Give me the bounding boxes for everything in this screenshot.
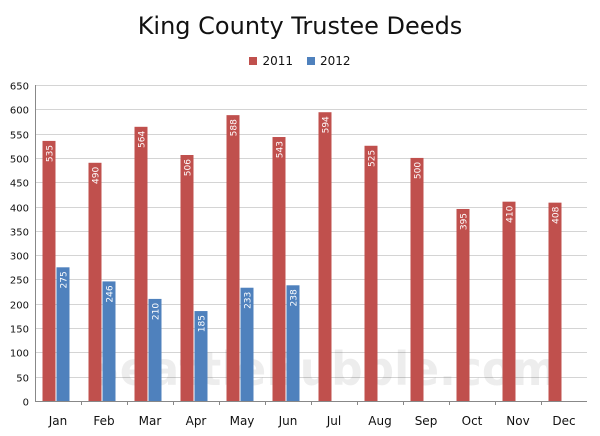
data-label: 238 — [290, 289, 300, 306]
y-tick-label: 400 — [10, 204, 29, 215]
x-tick-label: Aug — [368, 414, 391, 428]
y-tick-label: 250 — [10, 276, 29, 287]
data-label: 525 — [368, 150, 378, 167]
data-label: 185 — [198, 315, 208, 332]
x-tick-label: Jun — [278, 414, 298, 428]
data-label: 588 — [230, 119, 240, 136]
data-label: 275 — [60, 271, 70, 288]
y-tick-label: 450 — [10, 179, 29, 190]
y-tick-label: 0 — [23, 398, 29, 409]
y-tick-label: 50 — [16, 374, 29, 385]
bar-2011 — [88, 162, 102, 401]
legend-swatch-2012 — [307, 57, 315, 65]
data-label: 594 — [322, 116, 332, 133]
x-tick-label: Oct — [462, 414, 483, 428]
bar-2011 — [134, 126, 148, 401]
x-tick-label: Dec — [552, 414, 575, 428]
bar-2012 — [102, 281, 116, 401]
x-tick-label: Sep — [415, 414, 438, 428]
y-tick-label: 350 — [10, 228, 29, 239]
y-tick-label: 600 — [10, 106, 29, 117]
data-label: 506 — [184, 159, 194, 176]
bar-2011 — [272, 137, 286, 401]
data-label: 490 — [92, 167, 102, 184]
bar-2011 — [226, 115, 240, 401]
bar-2011 — [318, 112, 332, 402]
data-label: 210 — [152, 303, 162, 320]
bar-2012 — [194, 311, 208, 401]
bar-2011 — [42, 140, 56, 401]
legend-swatch-2011 — [249, 57, 258, 65]
data-label: 233 — [244, 292, 254, 309]
chart-title: King County Trustee Deeds — [137, 12, 463, 40]
data-label: 246 — [106, 285, 116, 302]
bar-2011 — [456, 208, 470, 401]
data-label: 395 — [460, 213, 470, 230]
y-tick-label: 100 — [10, 349, 29, 360]
bar-2012 — [56, 267, 70, 401]
data-label: 535 — [46, 145, 56, 162]
data-label: 408 — [552, 206, 562, 223]
x-tick-label: May — [230, 414, 255, 428]
bar-2012 — [240, 287, 254, 401]
y-tick-label: 500 — [10, 155, 29, 166]
bar-2011 — [180, 155, 194, 401]
bar-2011 — [548, 202, 562, 401]
bar-2011 — [410, 157, 424, 401]
y-tick-label: 200 — [10, 301, 29, 312]
y-tick-label: 300 — [10, 252, 29, 263]
data-label: 410 — [506, 205, 516, 222]
x-tick-label: Apr — [186, 414, 207, 428]
bar-2012 — [286, 285, 300, 401]
bar-2011 — [364, 145, 378, 401]
bar-2012 — [148, 298, 162, 401]
x-tick-label: Mar — [139, 414, 162, 428]
x-tick-label: Jul — [326, 414, 341, 428]
legend-item-2011: 2011 — [249, 54, 293, 68]
data-label: 564 — [138, 131, 148, 148]
data-label: 500 — [414, 162, 424, 179]
y-tick-label: 150 — [10, 325, 29, 336]
legend-label-2011: 2011 — [262, 54, 293, 68]
y-tick-label: 550 — [10, 131, 29, 142]
x-tick-label: Nov — [506, 414, 529, 428]
y-tick-label: 650 — [10, 82, 29, 93]
data-label: 543 — [276, 141, 286, 158]
x-tick-label: Jan — [48, 414, 68, 428]
bar-2011 — [502, 201, 516, 401]
legend-label-2012: 2012 — [320, 54, 351, 68]
x-tick-label: Feb — [93, 414, 114, 428]
legend: 2011 2012 — [0, 54, 600, 68]
legend-item-2012: 2012 — [307, 54, 351, 68]
